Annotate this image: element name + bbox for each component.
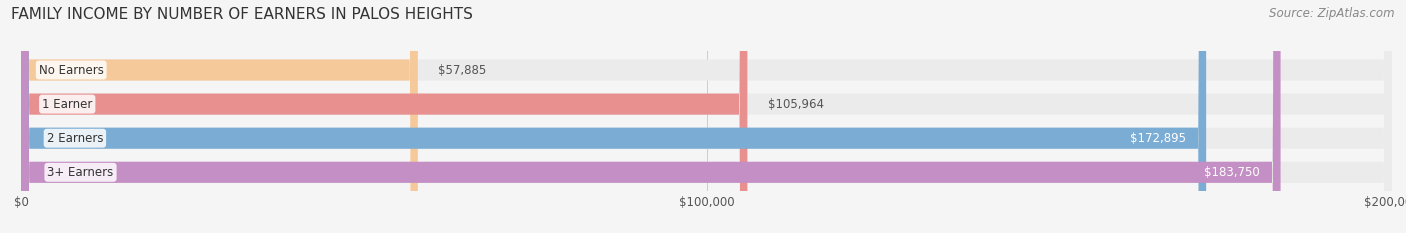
FancyBboxPatch shape bbox=[21, 0, 1206, 233]
Text: $172,895: $172,895 bbox=[1129, 132, 1185, 145]
FancyBboxPatch shape bbox=[21, 0, 1392, 233]
FancyBboxPatch shape bbox=[21, 0, 1392, 233]
Text: 3+ Earners: 3+ Earners bbox=[48, 166, 114, 179]
Text: $57,885: $57,885 bbox=[439, 64, 486, 76]
FancyBboxPatch shape bbox=[21, 0, 1392, 233]
FancyBboxPatch shape bbox=[21, 0, 1392, 233]
Text: FAMILY INCOME BY NUMBER OF EARNERS IN PALOS HEIGHTS: FAMILY INCOME BY NUMBER OF EARNERS IN PA… bbox=[11, 7, 474, 22]
Text: No Earners: No Earners bbox=[39, 64, 104, 76]
Text: Source: ZipAtlas.com: Source: ZipAtlas.com bbox=[1270, 7, 1395, 20]
FancyBboxPatch shape bbox=[21, 0, 748, 233]
Text: 1 Earner: 1 Earner bbox=[42, 98, 93, 111]
FancyBboxPatch shape bbox=[21, 0, 1281, 233]
Text: $183,750: $183,750 bbox=[1205, 166, 1260, 179]
FancyBboxPatch shape bbox=[21, 0, 418, 233]
Text: $105,964: $105,964 bbox=[768, 98, 824, 111]
Text: 2 Earners: 2 Earners bbox=[46, 132, 103, 145]
